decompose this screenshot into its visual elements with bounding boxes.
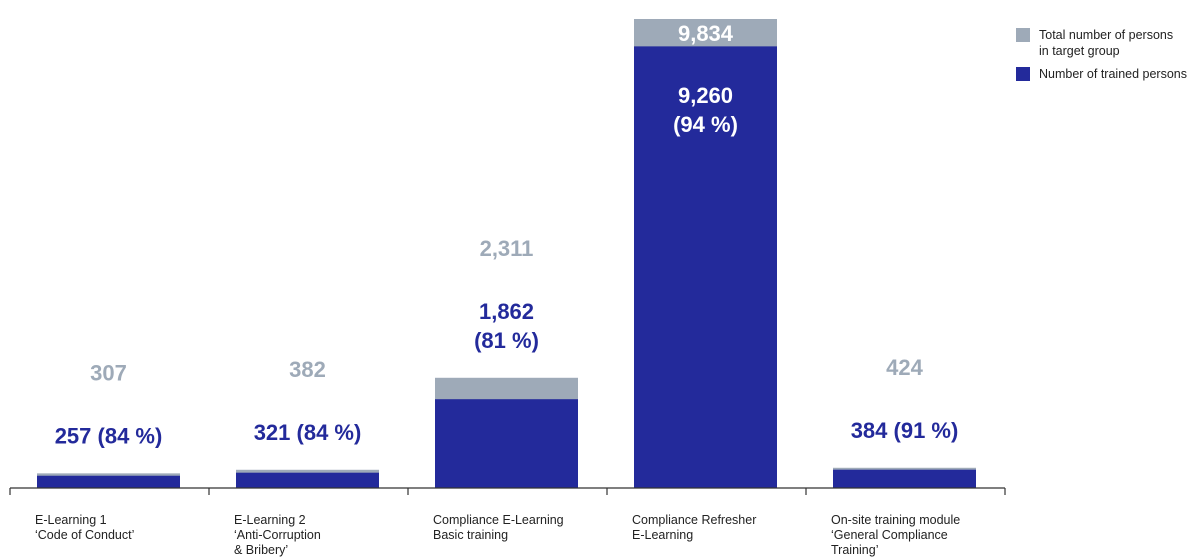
data-label-total: 307	[90, 360, 127, 385]
data-label-total: 2,311	[480, 236, 534, 261]
data-label-total: 9,834	[678, 21, 734, 46]
data-label-total: 382	[289, 357, 326, 382]
category-label: Compliance E-Learning Basic training	[433, 513, 564, 542]
data-label-trained: 9,260 (94 %)	[673, 83, 738, 137]
legend-label-total: Total number of persons in target group	[1039, 28, 1174, 58]
bar-trained	[37, 475, 180, 488]
value-labels: 257 (84 %) 307 321 (84 %) 382 1,862 (81 %) 2,3…	[55, 21, 959, 448]
category-label: E-Learning 2 ‘Anti-Corruption & Bribery’	[234, 513, 321, 557]
legend-swatch-total	[1016, 28, 1030, 42]
category-label: On-site training module ‘General Complian…	[831, 513, 960, 557]
category-labels: E-Learning 1 ‘Code of Conduct’ E-Learning …	[35, 513, 960, 557]
bar-trained	[435, 399, 578, 488]
data-label-trained: 321 (84 %)	[254, 420, 362, 445]
x-axis	[9, 487, 1006, 495]
legend-label-trained: Number of trained persons	[1039, 67, 1187, 81]
bar-trained	[236, 472, 379, 488]
data-label-trained: 384 (91 %)	[851, 418, 959, 443]
category-label: E-Learning 1 ‘Code of Conduct’	[35, 513, 134, 542]
bars-group	[37, 19, 976, 488]
data-label-trained: 257 (84 %)	[55, 423, 163, 448]
data-label-trained: 1,862 (81 %)	[474, 299, 539, 353]
legend-item-total: Total number of persons in target group	[1016, 27, 1200, 59]
category-label: Compliance Refresher E-Learning	[632, 513, 756, 542]
bar-trained	[634, 46, 777, 488]
data-label-total: 424	[886, 355, 923, 380]
legend-item-trained: Number of trained persons	[1016, 66, 1200, 82]
legend: Total number of persons in target group …	[1016, 27, 1200, 89]
bar-trained	[833, 469, 976, 488]
legend-swatch-trained	[1016, 67, 1030, 81]
